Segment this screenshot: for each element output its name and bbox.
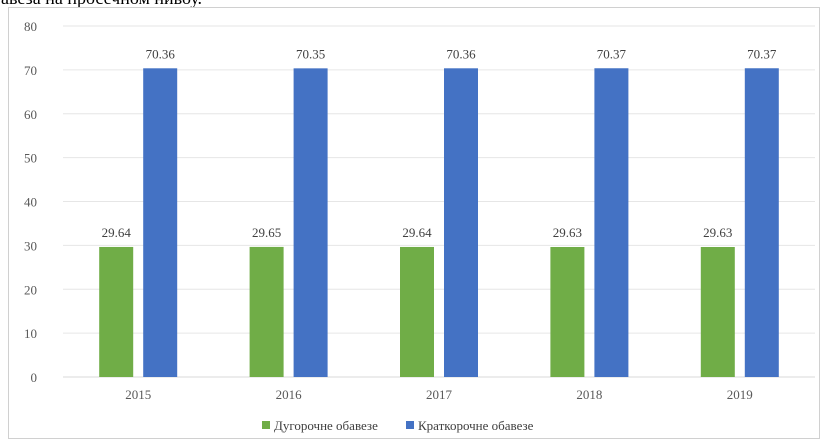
bar-short-term — [594, 68, 629, 378]
bar-long-term — [99, 246, 134, 377]
bar-short-term — [143, 68, 178, 377]
gridlines — [63, 25, 815, 378]
caption-clip: авеза на просечном нивоу. — [0, 0, 826, 8]
y-tick-label: 40 — [24, 195, 37, 210]
x-axis-ticks: 2015 2016 2017 2018 2019 — [125, 387, 753, 402]
x-tick-label: 2019 — [727, 387, 753, 402]
legend: Дугорочне обавезе Краткорочне обавезе — [262, 418, 534, 433]
data-label: 29.63 — [553, 225, 582, 240]
y-tick-label: 20 — [24, 282, 37, 297]
legend-swatch — [262, 421, 270, 429]
bar-long-term — [700, 246, 735, 377]
y-tick-label: 0 — [31, 370, 38, 385]
legend-label: Краткорочне обавезе — [418, 418, 534, 433]
page-caption-fragment: авеза на просечном нивоу. — [1, 0, 202, 8]
x-tick-label: 2017 — [426, 387, 453, 402]
bar-short-term — [744, 68, 779, 378]
y-tick-label: 70 — [24, 63, 37, 78]
data-label: 29.63 — [703, 225, 732, 240]
bar-short-term — [293, 68, 328, 377]
data-label: 29.64 — [402, 225, 432, 240]
legend-label: Дугорочне обавезе — [274, 418, 378, 433]
data-label: 29.65 — [252, 225, 281, 240]
x-tick-label: 2015 — [125, 387, 151, 402]
bar-long-term — [249, 246, 284, 377]
data-label: 70.36 — [446, 46, 476, 61]
bars — [99, 68, 779, 378]
data-label: 70.37 — [747, 46, 777, 61]
data-label: 70.36 — [146, 46, 176, 61]
x-tick-label: 2016 — [276, 387, 303, 402]
y-tick-label: 80 — [24, 19, 37, 34]
y-tick-label: 10 — [24, 326, 37, 341]
data-label: 70.37 — [597, 46, 627, 61]
bar-long-term — [400, 246, 434, 377]
data-labels: 29.64 70.36 29.65 70.35 29.64 70.36 29.63 70.37… — [102, 46, 777, 240]
y-tick-label: 60 — [24, 107, 37, 122]
legend-swatch — [406, 421, 414, 429]
data-label: 70.35 — [296, 46, 325, 61]
bar-long-term — [550, 246, 585, 377]
bar-short-term — [444, 68, 478, 377]
y-tick-label: 30 — [24, 238, 37, 253]
data-label: 29.64 — [102, 225, 132, 240]
x-tick-label: 2018 — [576, 387, 602, 402]
y-axis-ticks: 0 10 20 30 40 50 60 70 80 — [24, 19, 37, 385]
y-tick-label: 50 — [24, 151, 37, 166]
chart-frame — [8, 7, 820, 439]
